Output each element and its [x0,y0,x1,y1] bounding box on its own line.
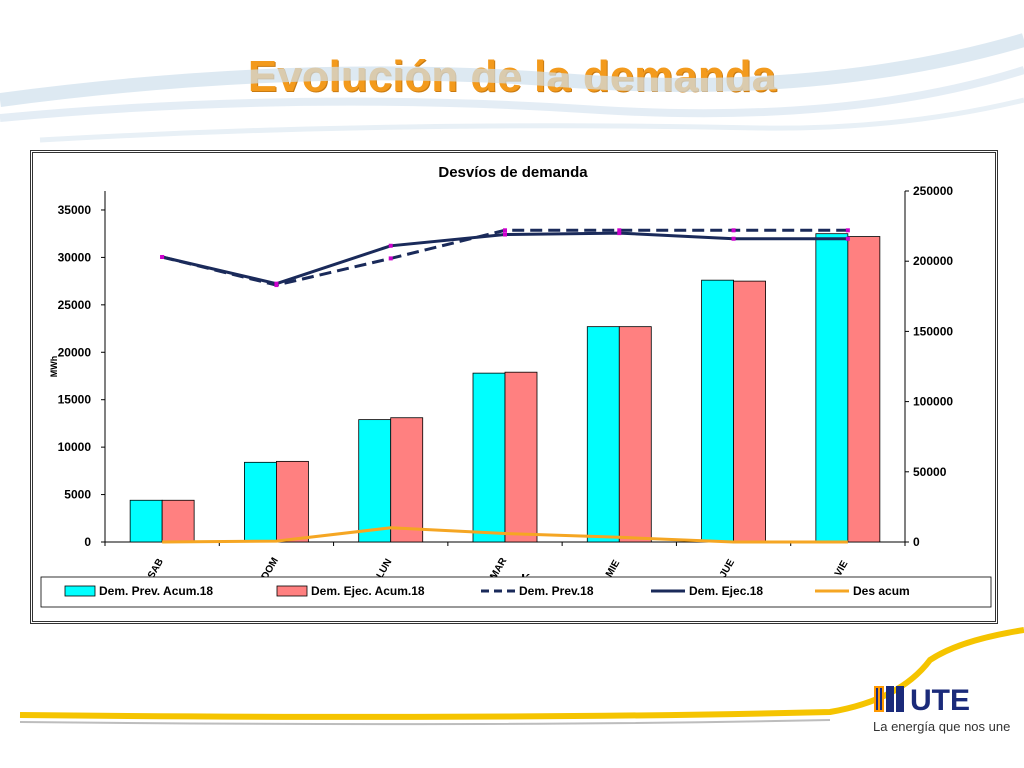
y-right-tick-label: 150000 [913,324,953,338]
line-point [160,254,165,259]
bar-dem-ejec-acum-18 [504,371,538,543]
x-tick-label: JUE [718,557,737,580]
line-des-acum [162,526,848,544]
x-tick-label: VIE [833,559,851,579]
line-point [845,228,850,233]
y-left-tick-label: 20000 [58,345,92,359]
line-point [731,236,736,241]
ute-logo-icon: UTE [874,684,970,717]
y-right-tick-label: 250000 [913,184,953,198]
line-point [388,256,393,261]
bar-dem-prev-acum-18 [472,372,506,543]
legend-label: Des acum [853,584,910,598]
bar-dem-prev-acum-18 [815,233,849,543]
legend-swatch [276,585,308,597]
bar-dem-prev-acum-18 [701,279,734,543]
line-point [617,231,622,236]
y-right-tick-label: 0 [913,535,920,549]
legend-label: Dem. Ejec. Acum.18 [311,584,425,598]
y-left-tick-label: 5000 [64,488,91,502]
bar-dem-ejec-acum-18 [276,460,309,543]
y-right-tick-label: 100000 [913,395,953,409]
line-point [503,228,507,233]
bar-dem-ejec-acum-18 [390,417,424,543]
line-point [503,232,507,237]
line-point [388,243,393,248]
bar-dem-ejec-acum-18 [618,326,652,543]
legend-label: Dem. Prev. Acum.18 [99,584,213,598]
chart-frame: Desvíos de demanda 0 5000 10000 15000 20000 25… [30,150,998,624]
y-right-tick-label: 50000 [913,465,947,479]
logo-tagline: La energía que nos une [873,719,1011,734]
line-point [731,228,736,233]
bar-dem-prev-acum-18 [358,419,392,543]
bar-dem-ejec-acum-18 [847,236,881,543]
bar-dem-prev-acum-18 [129,499,163,543]
line-point [617,228,622,233]
bar-dem-ejec-acum-18 [161,499,195,543]
bar-dem-ejec-acum-18 [733,280,766,543]
y-left-tick-label: 0 [84,535,91,549]
chart-title: Desvíos de demanda [438,164,588,181]
y-axis-label: MWh [49,356,59,378]
y-left-tick-label: 30000 [58,250,92,264]
y-left-tick-label: 25000 [58,298,92,312]
legend-label: Dem. Ejec.18 [689,584,763,598]
line-point [274,281,279,286]
bar-dem-prev-acum-18 [586,326,620,543]
y-right-tick-label: 200000 [913,254,953,268]
line-point [845,236,850,241]
legend-swatch [64,585,96,597]
y-left-tick-label: 15000 [58,393,92,407]
logo-wordmark: UTE [910,684,970,717]
legend-label: Dem. Prev.18 [519,584,594,598]
bar-dem-prev-acum-18 [244,461,277,543]
y-left-tick-label: 35000 [58,203,92,217]
line-dem-ejec-18 [161,231,848,286]
chart: Desvíos de demanda 0 5000 10000 15000 20000 25… [40,164,992,608]
y-left-tick-label: 10000 [58,440,92,454]
x-tick-label: MIE [604,558,623,579]
